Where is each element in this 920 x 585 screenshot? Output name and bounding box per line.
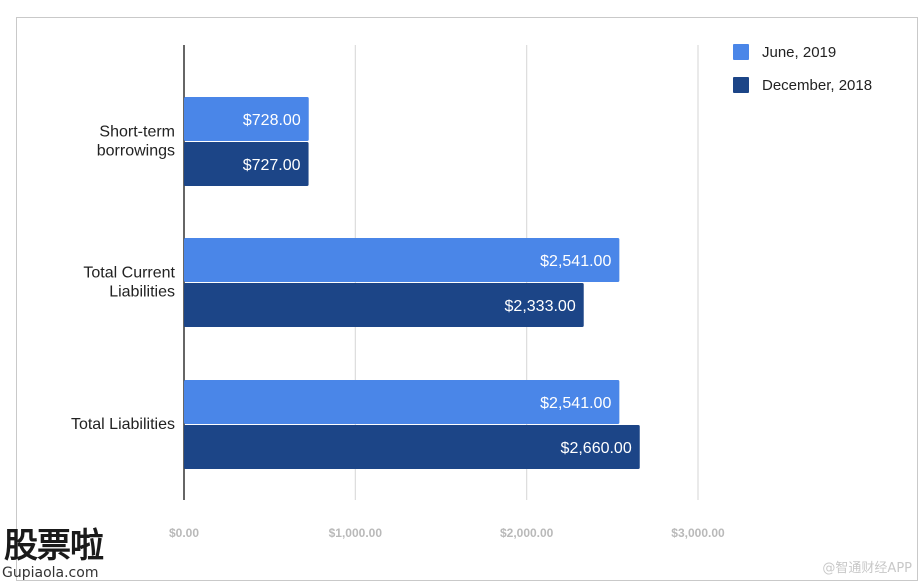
legend-label: December, 2018	[762, 77, 872, 94]
bar	[184, 283, 584, 327]
bars: $728.00 $727.00 $2,541.00 $2,333.00 $2,541.0…	[184, 97, 640, 469]
brand-logo-text: 股票啦	[4, 526, 104, 566]
legend: June, 2019 December, 2018	[733, 44, 872, 94]
x-tick-label: $0.00	[169, 526, 199, 540]
bar	[184, 425, 640, 469]
bar	[184, 97, 309, 141]
bar	[184, 142, 309, 186]
x-tick-label: $3,000.00	[671, 526, 725, 540]
data-label: $727.00	[243, 157, 301, 174]
category-label: Total Current Liabilities	[83, 265, 175, 301]
brand-watermark: 股票啦 Gupiaola.com	[0, 527, 120, 585]
bar	[184, 238, 620, 282]
data-label: $728.00	[243, 112, 301, 129]
data-label: $2,541.00	[540, 253, 611, 270]
category-label: Total Liabilities	[71, 416, 175, 433]
data-label: $2,333.00	[505, 298, 576, 315]
legend-swatch	[733, 44, 749, 60]
brand-url: Gupiaola.com	[2, 565, 99, 581]
legend-swatch	[733, 77, 749, 93]
category-label: Short-term borrowings	[97, 124, 175, 160]
x-tick-label: $2,000.00	[500, 526, 554, 540]
x-tick-labels: $0.00 $1,000.00 $2,000.00 $3,000.00	[169, 526, 725, 540]
legend-label: June, 2019	[762, 44, 836, 61]
bar	[184, 380, 620, 424]
data-label: $2,660.00	[561, 440, 632, 457]
source-watermark: @智通财经APP	[822, 561, 912, 576]
data-label: $2,541.00	[540, 395, 611, 412]
category-labels: Short-term borrowings Total Current Liabili…	[71, 124, 176, 434]
x-tick-label: $1,000.00	[329, 526, 383, 540]
